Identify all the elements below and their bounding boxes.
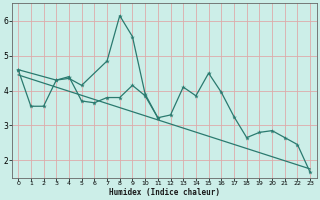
X-axis label: Humidex (Indice chaleur): Humidex (Indice chaleur) <box>109 188 220 197</box>
